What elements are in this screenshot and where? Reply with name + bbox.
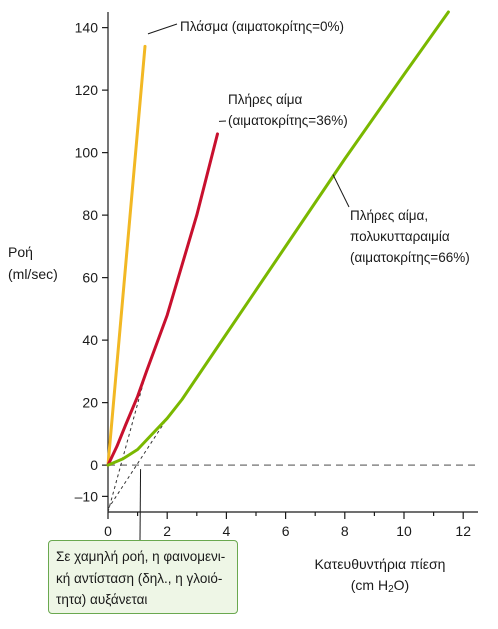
series-annotation-2: πολυκυτταραιμία bbox=[350, 229, 450, 244]
x-axis-unit-subscript: 2 bbox=[388, 584, 394, 595]
x-tick-label: 8 bbox=[341, 523, 349, 539]
series-annotation-1: (αιματοκρίτης=36%) bbox=[228, 113, 348, 128]
x-tick-label: 4 bbox=[223, 523, 231, 539]
y-axis-label-line1: Ροή bbox=[8, 244, 33, 260]
y-tick-label: 80 bbox=[82, 207, 98, 223]
series-annotation-1: Πλήρες αίμα bbox=[228, 92, 303, 107]
callout-line-1: Σε χαμηλή ροή, η φαινομενι- bbox=[56, 549, 226, 564]
series-line-0 bbox=[106, 44, 147, 467]
x-tick-label: 6 bbox=[282, 523, 290, 539]
annotation-leader-2 bbox=[332, 174, 350, 208]
x-tick-label: 0 bbox=[104, 523, 112, 539]
extrapolation-line-1 bbox=[107, 371, 147, 513]
y-tick-label: 0 bbox=[90, 457, 98, 473]
series-annotation-2: (αιματοκρίτης=66%) bbox=[350, 250, 470, 265]
y-tick-label: 20 bbox=[82, 395, 98, 411]
x-axis-unit-prefix: (cm H bbox=[350, 577, 389, 593]
y-tick-label: –10 bbox=[75, 488, 99, 504]
x-tick-label: 10 bbox=[396, 523, 412, 539]
y-tick-label: 40 bbox=[82, 332, 98, 348]
y-tick-label: 140 bbox=[75, 20, 99, 36]
series-annotation-0: Πλάσμα (αιματοκρίτης=0%) bbox=[180, 19, 344, 34]
x-axis-unit-suffix: O) bbox=[393, 577, 410, 593]
callout-box: Σε χαμηλή ροή, η φαινομενι- κή αντίσταση… bbox=[48, 540, 238, 614]
extrapolation-line-2 bbox=[107, 417, 168, 510]
y-tick-label: 60 bbox=[82, 270, 98, 286]
y-tick-label: 100 bbox=[75, 145, 99, 161]
callout-line-3: τητα) αυξάνεται bbox=[56, 592, 148, 607]
series-annotation-2: Πλήρες αίμα, bbox=[350, 208, 428, 223]
y-axis-label: Ροή (ml/sec) bbox=[8, 241, 58, 285]
x-tick-label: 2 bbox=[163, 523, 171, 539]
y-axis-label-line2: (ml/sec) bbox=[8, 266, 58, 282]
x-tick-label: 12 bbox=[455, 523, 471, 539]
series-line-2 bbox=[106, 10, 450, 467]
x-axis-label-unit: (cm H2O) bbox=[300, 575, 460, 600]
x-axis-label: Κατευθυντήρια πίεση (cm H2O) bbox=[300, 554, 460, 600]
annotation-leader-0 bbox=[147, 23, 178, 35]
series-line-1 bbox=[106, 132, 219, 467]
callout-line-2: κή αντίσταση (δηλ., η γλοιό- bbox=[56, 570, 223, 586]
x-axis-label-main: Κατευθυντήρια πίεση bbox=[314, 556, 446, 572]
callout-pointer bbox=[139, 469, 142, 541]
y-tick-label: 120 bbox=[75, 82, 99, 98]
